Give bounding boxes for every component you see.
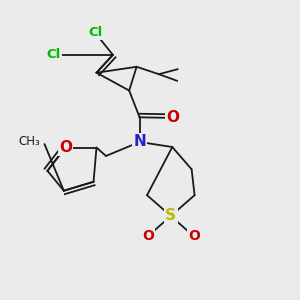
Text: Cl: Cl — [46, 48, 61, 62]
Text: O: O — [59, 140, 72, 155]
Text: S: S — [165, 208, 176, 224]
Text: O: O — [188, 229, 200, 243]
Text: CH₃: CH₃ — [19, 135, 40, 148]
Text: N: N — [133, 134, 146, 149]
Text: O: O — [166, 110, 179, 125]
Text: Cl: Cl — [88, 26, 102, 39]
Text: O: O — [142, 229, 154, 243]
